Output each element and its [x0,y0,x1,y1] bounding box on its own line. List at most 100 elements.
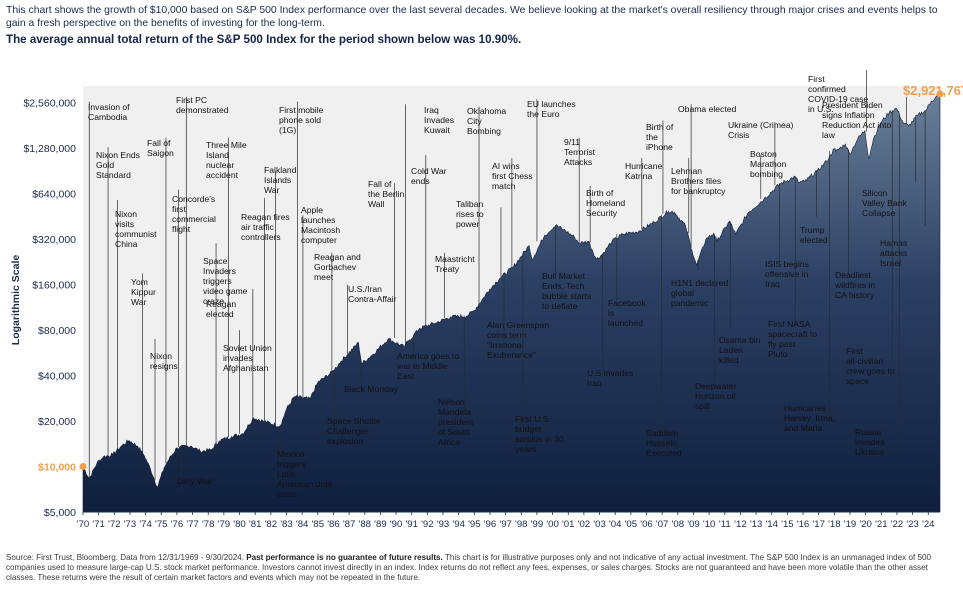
x-tick-label: '77 [186,519,199,530]
x-tick-label: '13 [750,519,763,530]
event-label: Osama bin Laden killed [719,335,761,365]
event-label: President Biden signs Inflation Reduction … [822,100,891,140]
x-tick-label: '03 [593,519,606,530]
event-label: Nixon visits communist China [115,209,157,249]
y-tick-label: $1,280,000 [23,143,76,155]
event-label: Boston Marathon bombing [750,149,787,179]
event-label: Silicon Valley Bank Collapse [862,188,907,218]
x-tick-label: '87 [343,519,356,530]
y-tick-label: $320,000 [32,234,76,246]
event-label: AI wins first Chess match [492,161,533,191]
event-label: Deepwater Horizon oil spill [695,381,737,411]
x-tick-label: '79 [218,519,231,530]
event-label: Hurricane Katrina [625,161,662,181]
x-tick-label: '97 [499,519,512,530]
event-label: First confirmed COVID-19 case in U.S. [808,74,868,114]
x-tick-label: '14 [765,519,778,530]
x-tick-label: '75 [155,519,168,530]
x-tick-label: '70 [77,519,90,530]
y-tick-label: $40,000 [38,371,76,383]
x-tick-label: '05 [625,519,638,530]
growth-area [82,93,941,513]
event-label: First NASA spacecraft to fly past Pluto [768,319,817,359]
event-label: Nelson Mandela president of South Africa [438,397,474,447]
event-label: Three Mile Island nuclear accident [206,140,247,180]
x-tick-label: '23 [906,519,919,530]
y-tick-label: $5,000 [44,507,76,519]
x-tick-label: '00 [546,519,559,530]
x-tick-label: '16 [797,519,810,530]
x-tick-label: '04 [609,519,622,530]
x-tick-label: '95 [468,519,481,530]
footer-past-performance: Past performance is no guarantee of futu… [246,553,443,562]
x-tick-label: '80 [233,519,246,530]
x-tick-label: '15 [781,519,794,530]
y-tick-label: $2,560,000 [23,98,76,110]
x-tick-label: '09 [687,519,700,530]
x-tick-label: '88 [358,519,371,530]
x-tick-label: '96 [484,519,497,530]
x-tick-label: '81 [249,519,262,530]
x-tick-label: '01 [562,519,575,530]
footer-source: Source: First Trust, Bloomberg. Data fro… [6,553,244,562]
y-tick-label: $10,000 [38,462,76,474]
x-tick-label: '84 [296,519,309,530]
x-tick-label: '82 [265,519,278,530]
event-label: Nixon resigns [150,351,178,371]
x-tick-label: '22 [891,519,904,530]
x-tick-label: '73 [124,519,137,530]
event-label: Facebook is launched [608,298,646,328]
event-label: EU launches the Euro [527,99,576,119]
event-label: Cold War ends [411,166,447,186]
event-label: Black Monday [344,384,399,394]
event-label: Reagan and Gorbachev meet [314,252,361,282]
end-value-label: $2,921,767 [903,83,963,98]
event-label: Saddam Hussein Executed [646,428,682,458]
event-label: First all-civilian crew goes to space [846,346,895,386]
event-label: Invasion of Cambodia [88,102,130,122]
x-tick-label: '76 [171,519,184,530]
x-tick-label: '86 [327,519,340,530]
x-tick-label: '24 [922,519,935,530]
headline: The average annual total return of the S… [6,33,522,46]
x-tick-label: '74 [139,519,152,530]
x-tick-label: '71 [92,519,105,530]
event-label: Iraq Invades Kuwait [424,105,454,135]
x-tick-label: '94 [452,519,465,530]
footer-disclaimer-text: This chart is for illustrative purposes … [6,553,931,583]
event-label: Space Shuttle Challenger explosion [327,416,381,446]
event-label: Fall of the Berlin Wall [368,179,405,209]
x-tick-label: '06 [640,519,653,530]
event-label: Mexico triggers Latin American debt crisis [277,449,333,499]
event-label: Birth of Homeland Security [586,188,625,218]
event-label: Reagan fires air traffic controllers [241,212,290,242]
event-label: Trump elected [800,225,828,245]
event-label: 9/11 Terrorist Attacks [564,137,596,167]
start-marker [79,463,87,471]
y-tick-label: $160,000 [32,280,76,292]
x-tick-label: '11 [719,519,731,530]
x-tick-label: '02 [578,519,591,530]
x-tick-label: '19 [844,519,857,530]
x-tick-label: '20 [859,519,872,530]
event-label: Alan Greenspan coins term "Irrational Exube… [487,320,549,360]
x-tick-label: '91 [405,519,418,530]
event-label: Apple launches Macintosh computer [301,205,340,245]
y-tick-label: $80,000 [38,325,76,337]
y-axis-title: Logarithmic Scale [10,255,22,346]
event-label: Lehman Brothers files for bankruptcy [671,166,726,196]
event-label: First PC demonstrated [176,95,229,115]
x-tick-label: '07 [656,519,669,530]
x-tick-label: '99 [531,519,544,530]
x-tick-label: '17 [812,519,825,530]
event-label: Deadliest wildfires in CA history [834,270,875,300]
event-label: Space Invaders triggers video game craze [203,256,248,306]
x-tick-label: '90 [390,519,403,530]
event-label: Bull Market Ends, Tech bubble starts to def… [542,271,591,311]
x-tick-label: '12 [734,519,747,530]
event-label: Oklahoma City Bombing [467,106,506,136]
x-tick-label: '18 [828,519,841,530]
x-tick-label: '78 [202,519,215,530]
footer-disclaimer: Source: First Trust, Bloomberg. Data fro… [6,553,958,584]
end-marker [936,90,944,98]
